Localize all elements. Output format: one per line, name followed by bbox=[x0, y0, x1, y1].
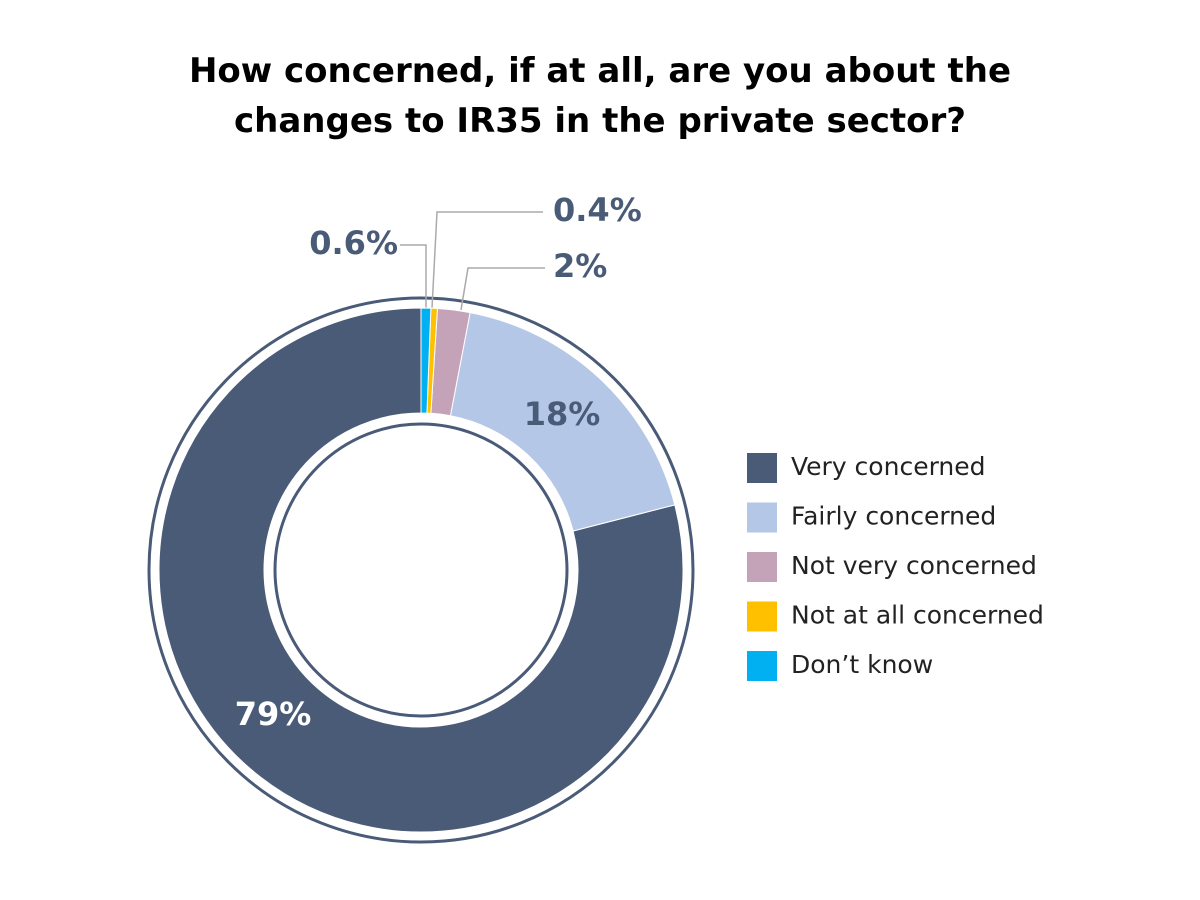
data-label: 79% bbox=[235, 695, 312, 733]
donut-slice bbox=[420, 307, 432, 414]
leader-line bbox=[431, 211, 543, 309]
data-label: 0.4% bbox=[553, 191, 642, 229]
outer-ring bbox=[147, 296, 695, 844]
leader-line bbox=[400, 244, 427, 308]
data-label: 2% bbox=[553, 247, 607, 285]
donut-slice bbox=[158, 307, 684, 833]
legend-label: Fairly concerned bbox=[791, 502, 996, 531]
legend-swatch bbox=[747, 502, 777, 533]
legend-swatch bbox=[747, 601, 777, 632]
legend-label: Don’t know bbox=[791, 650, 933, 679]
legend-label: Very concerned bbox=[791, 452, 986, 481]
leader-line bbox=[460, 267, 545, 311]
legend-swatch bbox=[747, 552, 777, 582]
legend-label: Not very concerned bbox=[791, 551, 1037, 580]
legend-swatch bbox=[747, 453, 777, 483]
chart-title: How concerned, if at all, are you about … bbox=[188, 51, 1012, 141]
legend-swatch bbox=[747, 651, 777, 681]
data-label: 18% bbox=[524, 395, 601, 433]
legend-label: Not at all concerned bbox=[791, 601, 1044, 630]
data-label: 0.6% bbox=[309, 224, 398, 262]
inner-ring bbox=[273, 422, 569, 718]
